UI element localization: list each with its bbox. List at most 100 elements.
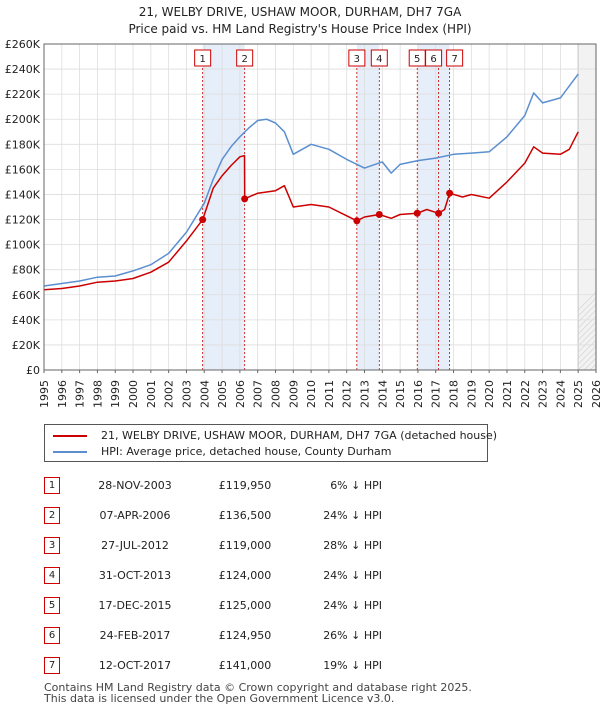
x-tick-label: 2026 xyxy=(590,380,600,408)
y-tick-label: £220K xyxy=(5,88,41,101)
x-tick-label: 2012 xyxy=(341,380,354,408)
table-row: 4 31-OCT-2013 £124,000 24% ↓ HPI xyxy=(44,560,382,590)
sale-point xyxy=(413,209,421,217)
x-tick-label: 2025 xyxy=(572,380,585,408)
x-tick-label: 1997 xyxy=(74,380,87,408)
y-tick-label: £20K xyxy=(12,339,41,352)
sale-label-box xyxy=(425,49,443,67)
sale-date: 28-NOV-2003 xyxy=(98,478,172,492)
sale-point xyxy=(353,217,361,225)
sale-label-box xyxy=(446,49,464,67)
x-tick-label: 2000 xyxy=(127,380,140,408)
x-tick-label: 2005 xyxy=(216,380,229,408)
x-tick-label: 2010 xyxy=(305,380,318,408)
chart-title: 21, WELBY DRIVE, USHAW MOOR, DURHAM, DH7… xyxy=(139,5,462,19)
sale-label-box xyxy=(370,49,388,67)
y-tick-label: £60K xyxy=(12,289,41,302)
sale-point xyxy=(375,211,383,219)
sale-hpi-diff: 19% ↓ HPI xyxy=(323,658,382,672)
sale-label: 7 xyxy=(451,54,457,65)
x-tick-label: 2017 xyxy=(430,380,443,408)
sale-hpi-diff: 24% ↓ HPI xyxy=(323,598,382,612)
table-row: 2 07-APR-2006 £136,500 24% ↓ HPI xyxy=(44,500,382,530)
x-tick-label: 2001 xyxy=(145,380,158,408)
x-tick-label: 2024 xyxy=(554,380,567,408)
x-tick-label: 2023 xyxy=(537,380,550,408)
plot-frame xyxy=(43,43,597,371)
y-tick-label: £160K xyxy=(5,163,41,176)
y-tick-label: £100K xyxy=(5,239,41,252)
x-tick-label: 2019 xyxy=(465,380,478,408)
x-tick-label: 2014 xyxy=(376,380,389,408)
sales-table: 1 28-NOV-2003 £119,950 6% ↓ HPI 2 07-APR… xyxy=(44,470,382,680)
sale-period-band xyxy=(356,44,380,370)
sale-price: £124,000 xyxy=(218,568,272,582)
table-row: 1 28-NOV-2003 £119,950 6% ↓ HPI xyxy=(44,470,382,500)
x-tick-label: 1999 xyxy=(109,380,122,408)
sale-number-badge: 2 xyxy=(44,506,60,524)
x-tick-label: 2008 xyxy=(269,380,282,408)
sale-price: £119,000 xyxy=(218,538,272,552)
sale-hpi-diff: 24% ↓ HPI xyxy=(323,508,382,522)
y-tick-label: £140K xyxy=(5,188,41,201)
sale-label: 1 xyxy=(199,54,205,65)
sale-date: 07-APR-2006 xyxy=(99,508,171,522)
sale-point xyxy=(435,209,443,217)
y-tick-label: £120K xyxy=(5,214,41,227)
forecast-hatch xyxy=(595,369,596,370)
y-tick-label: £240K xyxy=(5,63,41,76)
sale-hpi-diff: 24% ↓ HPI xyxy=(323,568,382,582)
attribution-line-1: Contains HM Land Registry data © Crown c… xyxy=(44,681,472,694)
sale-date: 12-OCT-2017 xyxy=(98,658,172,672)
sale-price: £125,000 xyxy=(218,598,272,612)
x-tick-label: 2011 xyxy=(323,380,336,408)
y-tick-label: £180K xyxy=(5,138,41,151)
table-row: 6 24-FEB-2017 £124,950 26% ↓ HPI xyxy=(44,620,382,650)
legend-label-property: 21, WELBY DRIVE, USHAW MOOR, DURHAM, DH7… xyxy=(101,429,498,442)
sale-hpi-diff: 6% ↓ HPI xyxy=(330,478,382,492)
sale-label: 4 xyxy=(376,54,382,65)
chart-legend: 21, WELBY DRIVE, USHAW MOOR, DURHAM, DH7… xyxy=(44,424,497,462)
sale-period-band xyxy=(417,44,450,370)
y-tick-label: £80K xyxy=(12,264,41,277)
attribution-line-2: This data is licensed under the Open Gov… xyxy=(44,692,395,705)
y-tick-label: £200K xyxy=(5,113,41,126)
sale-label-box xyxy=(236,49,254,67)
hpi-line xyxy=(43,73,579,287)
sale-point xyxy=(241,195,249,203)
sale-label-box xyxy=(194,49,212,67)
x-tick-label: 2020 xyxy=(483,380,496,408)
table-row: 7 12-OCT-2017 £141,000 19% ↓ HPI xyxy=(44,650,382,680)
x-tick-label: 2009 xyxy=(287,380,300,408)
price-chart: 21, WELBY DRIVE, USHAW MOOR, DURHAM, DH7… xyxy=(5,5,600,408)
sale-price: £119,950 xyxy=(218,478,272,492)
sale-price: £141,000 xyxy=(218,658,272,672)
sale-period-band xyxy=(202,44,245,370)
sale-label: 6 xyxy=(430,54,436,65)
x-tick-label: 2002 xyxy=(163,380,176,408)
sale-point xyxy=(199,216,207,224)
forecast-hatch xyxy=(578,303,596,323)
x-tick-label: 2013 xyxy=(359,380,372,408)
x-tick-label: 2018 xyxy=(448,380,461,408)
forecast-region xyxy=(578,44,596,370)
y-tick-label: £0 xyxy=(26,364,40,377)
sale-number-badge: 1 xyxy=(44,476,60,494)
x-tick-label: 2003 xyxy=(180,380,193,408)
sale-number-badge: 6 xyxy=(44,626,60,644)
sale-price: £124,950 xyxy=(218,628,272,642)
legend-swatch-hpi xyxy=(53,451,87,453)
x-tick-label: 2021 xyxy=(501,380,514,408)
x-tick-label: 1995 xyxy=(38,380,51,408)
sale-price: £136,500 xyxy=(218,508,272,522)
sale-hpi-diff: 26% ↓ HPI xyxy=(323,628,382,642)
sale-label-box xyxy=(348,49,366,67)
sale-date: 27-JUL-2012 xyxy=(101,538,169,552)
sale-number-badge: 7 xyxy=(44,656,60,674)
sale-label: 2 xyxy=(241,54,247,65)
sale-date: 17-DEC-2015 xyxy=(98,598,172,612)
sale-number-badge: 5 xyxy=(44,596,60,614)
chart-subtitle: Price paid vs. HM Land Registry's House … xyxy=(128,22,471,36)
sale-date: 31-OCT-2013 xyxy=(98,568,172,582)
plot-area xyxy=(44,44,596,370)
